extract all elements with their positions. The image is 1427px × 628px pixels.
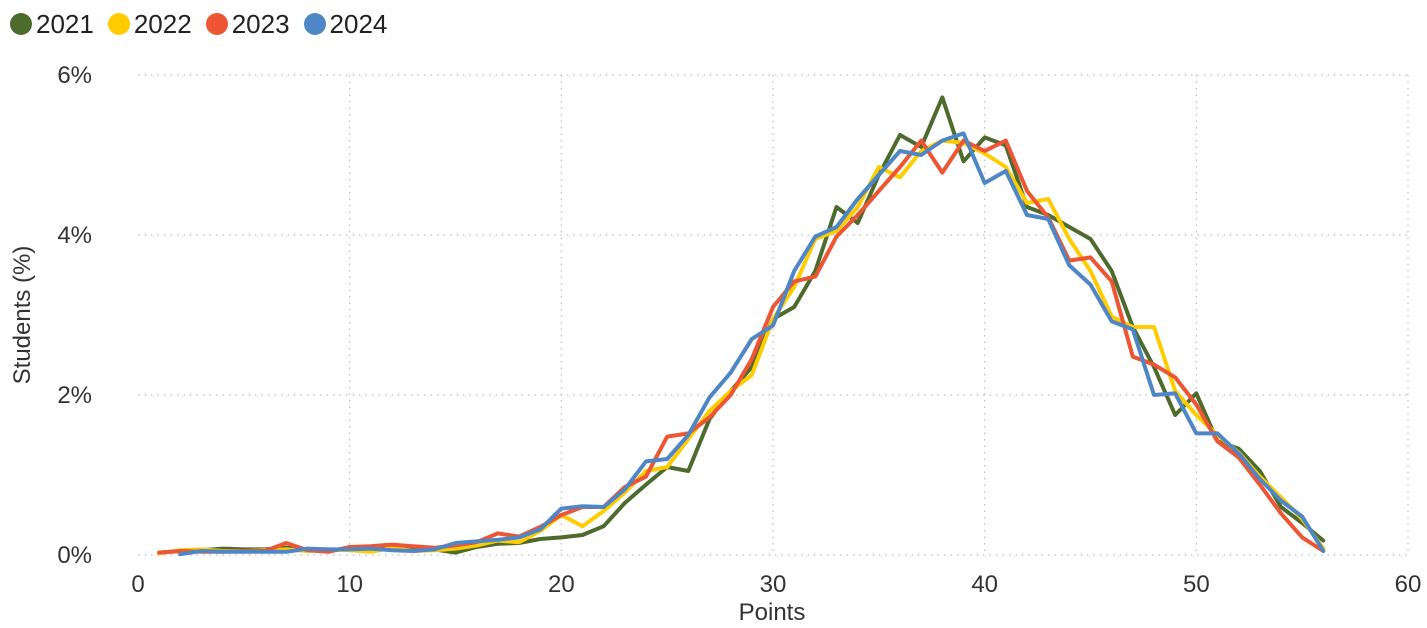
grid-lines <box>138 74 1409 556</box>
legend-marker-2022 <box>107 13 130 35</box>
x-tick-label: 0 <box>131 571 144 598</box>
legend-marker-2021 <box>10 13 32 35</box>
legend: 2021 2022 2023 2024 <box>10 8 387 40</box>
y-tick-label: 2% <box>57 382 92 409</box>
legend-item-2021[interactable]: 2021 <box>10 9 94 39</box>
x-axis-ticks: 0 10 20 30 40 50 60 <box>131 571 1421 598</box>
x-tick-label: 40 <box>971 571 998 598</box>
x-tick-label: 60 <box>1395 571 1422 598</box>
x-axis-title: Points <box>739 599 806 626</box>
series-line-2022[interactable] <box>157 138 1326 556</box>
legend-item-2022[interactable]: 2022 <box>107 9 192 39</box>
legend-item-2023[interactable]: 2023 <box>205 9 290 39</box>
y-tick-label: 4% <box>57 222 92 249</box>
legend-item-2024[interactable]: 2024 <box>303 9 388 39</box>
legend-label-2023: 2023 <box>231 9 290 39</box>
x-tick-label: 30 <box>760 571 787 598</box>
x-tick-label: 50 <box>1183 571 1210 598</box>
legend-label-2021: 2021 <box>36 9 94 39</box>
legend-label-2022: 2022 <box>133 9 192 39</box>
series-line-2023[interactable] <box>157 138 1326 555</box>
series-lines <box>157 95 1326 557</box>
legend-marker-2024 <box>303 13 326 35</box>
legend-label-2024: 2024 <box>329 9 388 39</box>
y-tick-label: 6% <box>57 62 92 89</box>
series-line-2024[interactable] <box>178 131 1326 557</box>
x-tick-label: 10 <box>336 571 363 598</box>
x-tick-label: 20 <box>548 571 575 598</box>
legend-marker-2023 <box>205 13 228 35</box>
y-tick-label: 0% <box>57 542 92 569</box>
y-axis-ticks: 0% 2% 4% 6% <box>57 62 92 569</box>
y-axis-title: Students (%) <box>9 246 36 385</box>
